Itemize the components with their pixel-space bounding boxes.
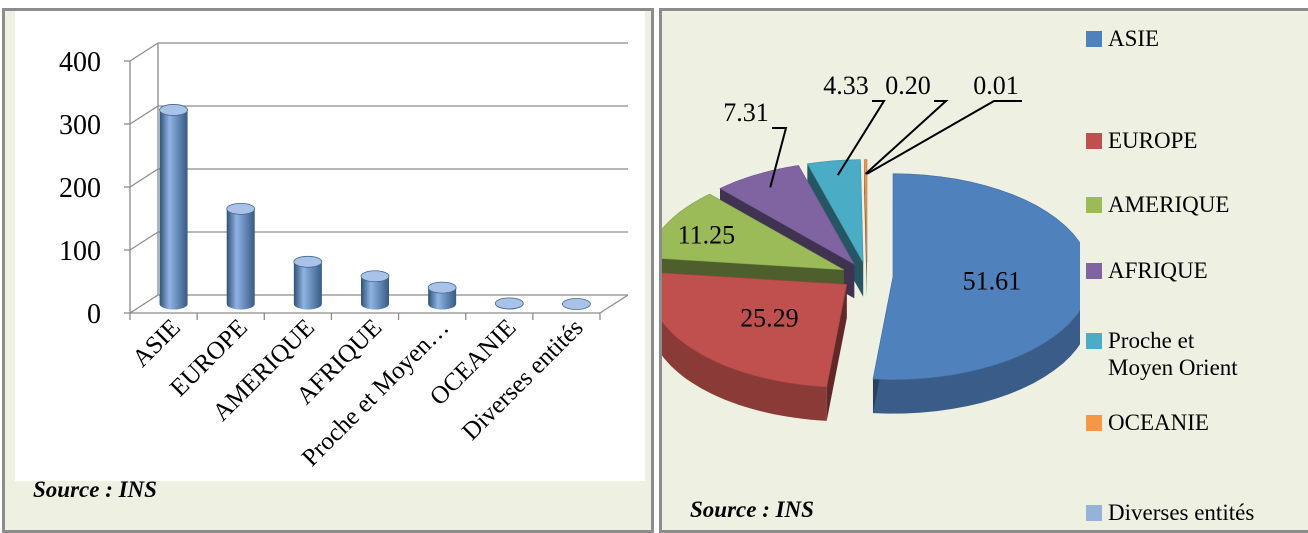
legend-label-0: ASIE	[1108, 26, 1160, 51]
pie-data-label-0: 51.61	[963, 266, 1022, 295]
legend-item-5: OCEANIE	[1086, 409, 1209, 436]
legend-swatch-0	[1086, 31, 1102, 47]
bar-top-3	[360, 270, 390, 283]
legend-swatch-6	[1086, 505, 1102, 521]
legend-label-3: AFRIQUE	[1108, 258, 1208, 283]
pie-data-label-1: 25.29	[740, 304, 799, 333]
pie-data-label-3: 7.31	[723, 98, 769, 127]
bar-top-4	[427, 281, 457, 294]
bar-body-3	[361, 276, 389, 310]
y-grid-side-1	[129, 231, 159, 251]
pie-slice-top-2	[662, 193, 844, 271]
pie-data-label-5: 0.20	[885, 71, 931, 100]
pie-slice-0	[872, 173, 1080, 414]
pie-slice-top-0	[872, 173, 1080, 380]
pie-chart-source: Source : INS	[690, 497, 814, 522]
legend-swatch-2	[1086, 197, 1102, 213]
bar-5	[494, 297, 524, 310]
legend-label-2: AMERIQUE	[1108, 192, 1230, 217]
floor-right-edge	[599, 294, 629, 314]
bar-body-4	[428, 287, 457, 310]
pie-data-label-group-2: 11.25	[678, 220, 736, 249]
bar-6	[562, 298, 591, 310]
pie-slice-top-3	[719, 165, 855, 266]
y-grid-side-3	[129, 105, 159, 125]
pie-slice-side-1	[662, 321, 827, 421]
bar-3	[360, 270, 390, 310]
bar-top-2	[293, 255, 323, 268]
pie-legend: ASIE EUROPE AMERIQUE AFRIQUE Proche et Moyen…	[1080, 19, 1308, 529]
y-tick-label-2: 200	[59, 173, 101, 204]
pie-slice-top-5	[863, 159, 868, 263]
legend-item-4: Proche et Moyen Orient	[1086, 327, 1238, 381]
pie-data-label-group-1: 25.29	[740, 304, 799, 333]
bar-top-6	[562, 298, 591, 310]
legend-label-1: EUROPE	[1108, 128, 1198, 153]
legend-label-4: Proche et Moyen Orient	[1108, 328, 1238, 380]
bar-top-1	[226, 202, 256, 215]
y-tick-label-4: 400	[59, 47, 101, 78]
pie-leader-line-4	[836, 100, 886, 176]
y-grid-side-0	[129, 294, 159, 314]
pie-leader-line-6	[866, 100, 1022, 175]
legend-item-2: AMERIQUE	[1086, 191, 1229, 218]
pie-slice-5	[863, 159, 868, 297]
pie-data-label-2: 11.25	[678, 220, 736, 249]
bar-chart-panel: 0 100 200 300 400 ASIE EUROPE AMERIQUE AFRIQUE Pr…	[2, 8, 654, 533]
y-tick-label-1: 100	[59, 236, 101, 267]
legend-label-6: Diverses entités	[1108, 500, 1255, 525]
bar-top-0	[159, 104, 188, 116]
legend-item-6: Diverses entités	[1086, 499, 1254, 526]
bar-2	[293, 255, 323, 310]
pie-chart-panel: 51.61 25.29 11.25 7.31 4.33 0.20 0.01 ASIE EURO…	[659, 8, 1308, 533]
pie-leader-line-3	[769, 127, 788, 188]
legend-label-5: OCEANIE	[1108, 410, 1209, 435]
bar-0	[159, 104, 188, 310]
pie-data-label-group-5: 0.20	[864, 71, 949, 175]
bar-body-2	[293, 261, 322, 310]
pie-data-label-group-3: 7.31	[723, 98, 788, 188]
pie-data-label-group-4: 4.33	[823, 71, 886, 176]
bar-chart: 0100200300400ASIEEUROPEAMERIQUEAFRIQUEPr…	[15, 11, 645, 481]
legend-swatch-1	[1086, 133, 1102, 149]
bar-4	[427, 281, 457, 310]
pie-data-label-6: 0.01	[973, 71, 1019, 100]
y-grid-side-4	[129, 42, 159, 62]
pie-slice-top-4	[806, 159, 864, 263]
bar-chart-source: Source : INS	[33, 477, 157, 502]
pie-slice-cut-1-0	[826, 284, 847, 421]
bar-1	[226, 202, 256, 310]
bar-body-1	[226, 208, 255, 310]
pie-chart: 51.61 25.29 11.25 7.31 4.33 0.20 0.01	[662, 71, 1080, 421]
pie-data-label-4: 4.33	[823, 71, 869, 100]
pie-leader-line-5	[864, 100, 949, 175]
bar-body-0	[159, 109, 188, 310]
y-grid-side-2	[129, 168, 159, 188]
bar-chart-background	[15, 11, 645, 481]
pie-slice-top-1	[662, 272, 848, 388]
pie-slice-1	[662, 272, 848, 421]
pie-data-label-group-6: 0.01	[866, 71, 1022, 175]
legend-item-1: EUROPE	[1086, 127, 1197, 154]
y-tick-label-0: 0	[87, 299, 101, 330]
pie-data-label-group-0: 51.61	[963, 266, 1022, 295]
legend-swatch-5	[1086, 415, 1102, 431]
bar-top-5	[494, 297, 524, 310]
legend-swatch-4	[1086, 333, 1102, 349]
legend-swatch-3	[1086, 263, 1102, 279]
legend-item-3: AFRIQUE	[1086, 257, 1208, 284]
legend-item-0: ASIE	[1086, 25, 1159, 52]
y-tick-label-3: 300	[59, 110, 101, 141]
